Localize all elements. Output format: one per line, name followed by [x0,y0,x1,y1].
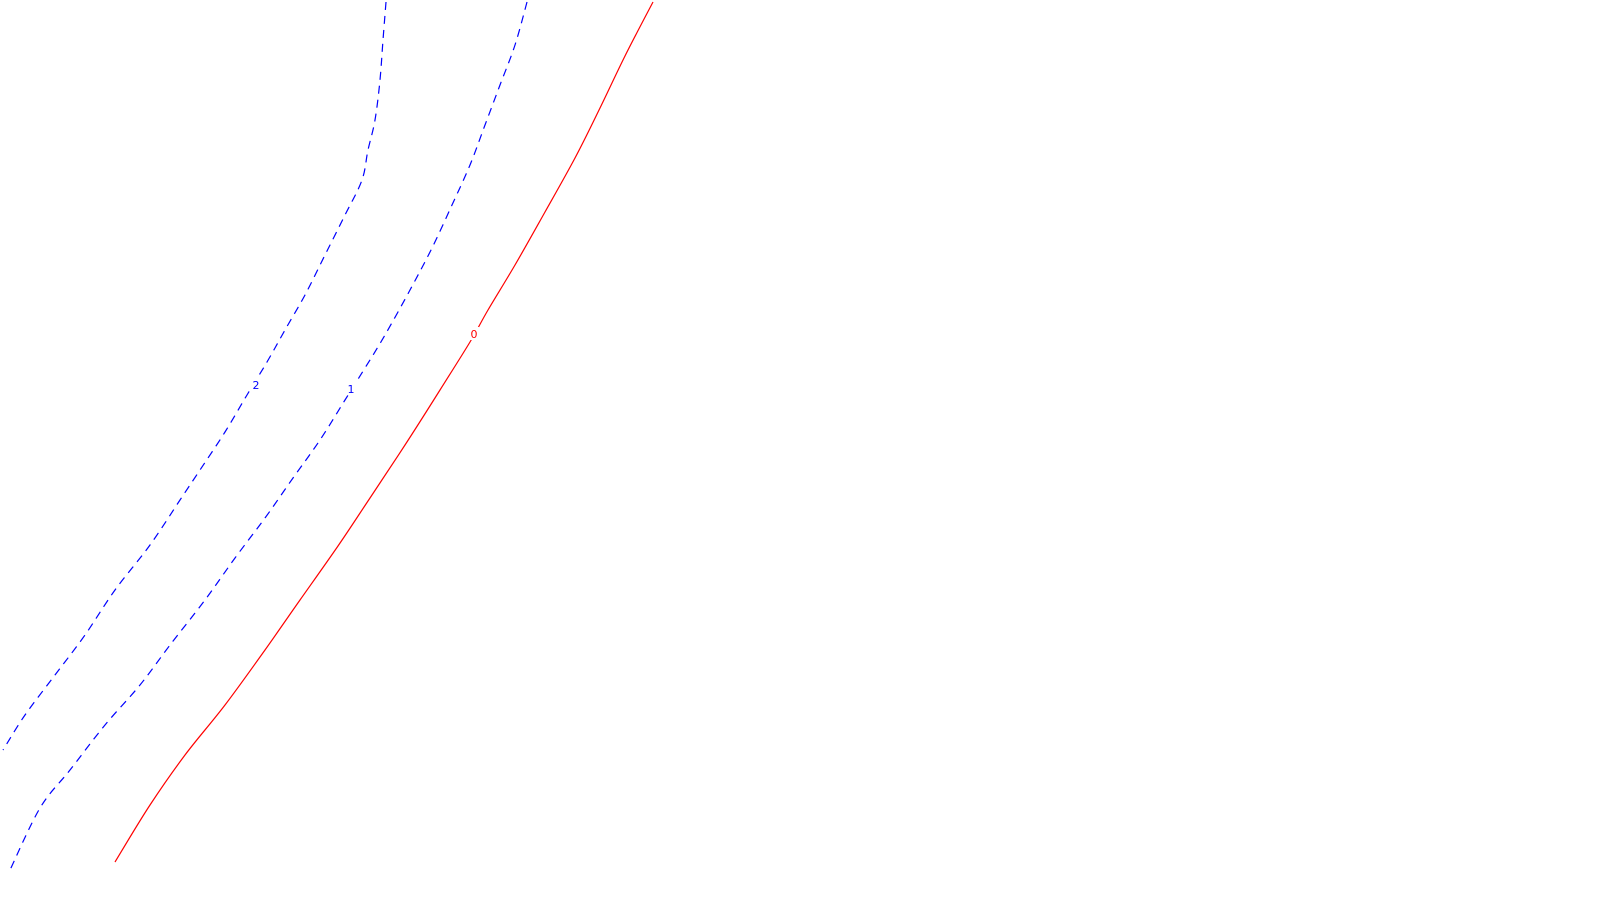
contour-0-line [114,1,654,863]
contour-label-0: 0 [471,328,478,341]
contour-label-background [346,382,356,395]
contour-label-background [469,327,479,340]
contour-label-background [251,378,261,391]
contour-labels: 0 1 2 [251,327,479,396]
contour-2-line [2,1,387,751]
contour-label-2: 2 [253,379,260,392]
contour-1-line [9,1,528,871]
contour-lines [2,1,654,871]
contour-label-1: 1 [348,383,355,396]
